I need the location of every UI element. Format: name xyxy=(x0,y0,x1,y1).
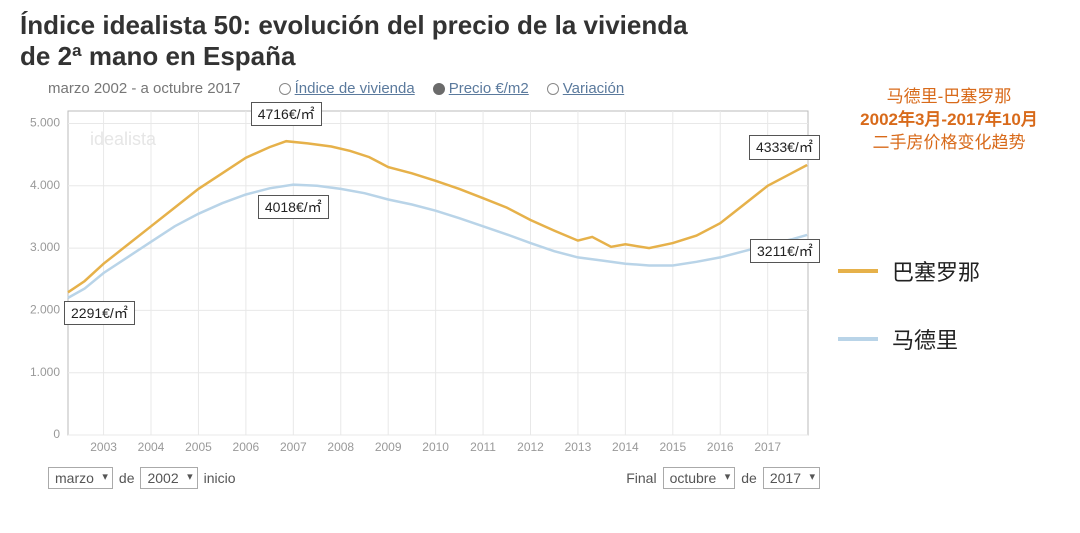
svg-text:2004: 2004 xyxy=(138,440,165,454)
callout: 4716€/㎡ xyxy=(251,102,322,126)
legend: 巴塞罗那 马德里 xyxy=(838,255,1060,355)
svg-text:2.000: 2.000 xyxy=(30,303,60,317)
side-line2: 2002年3月-2017年10月 xyxy=(838,109,1060,132)
radio-icon xyxy=(279,83,291,95)
svg-text:2012: 2012 xyxy=(517,440,544,454)
svg-text:2014: 2014 xyxy=(612,440,639,454)
svg-text:5.000: 5.000 xyxy=(30,116,60,130)
svg-text:2003: 2003 xyxy=(90,440,117,454)
svg-text:2011: 2011 xyxy=(470,440,496,454)
start-month-select[interactable]: marzo xyxy=(48,467,113,489)
tabs-row: marzo 2002 - a octubre 2017 Índice de vi… xyxy=(20,80,820,97)
svg-text:2008: 2008 xyxy=(327,440,354,454)
label-inicio: inicio xyxy=(204,470,236,486)
svg-text:2005: 2005 xyxy=(185,440,212,454)
start-year-select[interactable]: 2002 xyxy=(140,467,197,489)
tab-variacion[interactable]: Variación xyxy=(547,80,624,97)
label-de2: de xyxy=(741,470,757,486)
svg-text:2017: 2017 xyxy=(754,440,781,454)
radio-icon xyxy=(547,83,559,95)
callout: 2291€/㎡ xyxy=(64,301,135,325)
svg-text:0: 0 xyxy=(53,428,60,442)
legend-label: 巴塞罗那 xyxy=(892,255,980,287)
legend-swatch xyxy=(838,269,878,273)
radio-icon xyxy=(433,83,445,95)
label-de: de xyxy=(119,470,135,486)
legend-item: 马德里 xyxy=(838,323,1060,355)
svg-text:2007: 2007 xyxy=(280,440,307,454)
chart: 0 1.000 2.000 3.000 4.000 5.000 2003 2004 2005 20… xyxy=(20,101,820,461)
legend-label: 马德里 xyxy=(892,323,958,355)
side-line1: 马德里-巴塞罗那 xyxy=(838,86,1060,109)
tab-precio[interactable]: Precio €/m2 xyxy=(433,80,529,97)
tab-indice[interactable]: Índice de vivienda xyxy=(279,80,415,97)
tab-label: Precio €/m2 xyxy=(449,80,529,97)
end-year-select[interactable]: 2017 xyxy=(763,467,820,489)
svg-text:2010: 2010 xyxy=(422,440,449,454)
side-line3: 二手房价格变化趋势 xyxy=(838,132,1060,155)
svg-text:idealista: idealista xyxy=(90,129,157,149)
legend-swatch xyxy=(838,337,878,341)
svg-text:2009: 2009 xyxy=(375,440,402,454)
page-title: Índice idealista 50: evolución del preci… xyxy=(20,10,720,72)
side-caption: 马德里-巴塞罗那 2002年3月-2017年10月 二手房价格变化趋势 xyxy=(838,86,1060,155)
label-final: Final xyxy=(626,470,656,486)
svg-text:4.000: 4.000 xyxy=(30,178,60,192)
chart-svg: 0 1.000 2.000 3.000 4.000 5.000 2003 2004 2005 20… xyxy=(20,101,820,461)
callout: 3211€/㎡ xyxy=(750,239,820,263)
legend-item: 巴塞罗那 xyxy=(838,255,1060,287)
svg-text:2015: 2015 xyxy=(659,440,686,454)
svg-text:2013: 2013 xyxy=(565,440,592,454)
callout: 4018€/㎡ xyxy=(258,195,329,219)
callout: 4333€/㎡ xyxy=(749,135,820,159)
date-range: marzo 2002 - a octubre 2017 xyxy=(48,80,241,97)
tab-label: Variación xyxy=(563,80,624,97)
tab-label: Índice de vivienda xyxy=(295,80,415,97)
svg-text:1.000: 1.000 xyxy=(30,365,60,379)
controls-row: marzo de 2002 inicio Final octubre de 20… xyxy=(20,467,820,489)
svg-text:2006: 2006 xyxy=(233,440,260,454)
svg-text:3.000: 3.000 xyxy=(30,241,60,255)
end-month-select[interactable]: octubre xyxy=(663,467,736,489)
svg-text:2016: 2016 xyxy=(707,440,734,454)
